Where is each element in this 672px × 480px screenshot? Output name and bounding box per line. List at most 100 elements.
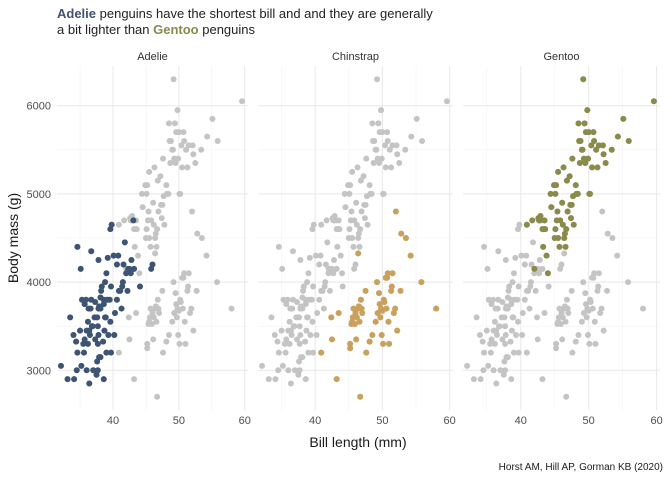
background-point xyxy=(152,250,159,257)
data-point-gentoo xyxy=(581,120,588,127)
data-point-gentoo xyxy=(541,217,548,224)
data-point-adelie xyxy=(118,305,125,312)
background-point xyxy=(203,252,210,259)
data-point-adelie xyxy=(71,376,78,383)
data-point-gentoo xyxy=(566,173,573,180)
data-point-adelie xyxy=(97,305,104,312)
background-point xyxy=(580,309,587,316)
data-point-gentoo xyxy=(585,129,592,136)
background-point xyxy=(504,354,511,361)
background-point xyxy=(526,305,533,312)
data-point-adelie xyxy=(119,283,126,290)
background-point xyxy=(502,323,509,330)
background-point xyxy=(413,115,420,122)
background-point xyxy=(307,332,314,339)
background-point xyxy=(144,340,151,347)
data-point-adelie xyxy=(70,332,77,339)
data-point-adelie xyxy=(86,327,93,334)
background-point xyxy=(545,283,552,290)
background-point xyxy=(285,367,292,374)
data-point-adelie xyxy=(108,349,115,356)
data-point-adelie xyxy=(94,340,101,347)
background-point xyxy=(289,305,296,312)
background-point xyxy=(325,265,332,272)
data-point-gentoo xyxy=(580,76,587,83)
background-point xyxy=(497,367,504,374)
data-point-chinstrap xyxy=(388,283,395,290)
data-point-chinstrap xyxy=(378,332,385,339)
background-point xyxy=(154,393,161,400)
background-point xyxy=(523,252,530,259)
background-point xyxy=(156,309,163,316)
background-point xyxy=(157,173,164,180)
background-point xyxy=(336,226,343,233)
data-point-adelie xyxy=(83,367,90,374)
background-point xyxy=(150,199,157,206)
background-point xyxy=(304,314,311,321)
background-point xyxy=(355,235,362,241)
background-point xyxy=(291,367,298,374)
data-point-gentoo xyxy=(589,164,596,171)
data-point-gentoo xyxy=(544,270,551,277)
background-point xyxy=(516,221,523,228)
background-point xyxy=(584,332,591,339)
background-point xyxy=(300,287,307,294)
data-point-adelie xyxy=(113,296,120,303)
data-point-chinstrap xyxy=(372,318,379,325)
background-point xyxy=(265,376,272,383)
data-point-gentoo xyxy=(555,168,562,175)
background-point xyxy=(561,250,568,257)
background-point xyxy=(527,283,534,290)
background-point xyxy=(384,137,391,144)
background-point xyxy=(185,270,192,277)
background-point xyxy=(559,336,566,343)
data-point-gentoo xyxy=(563,226,570,233)
background-point xyxy=(209,115,216,122)
background-point xyxy=(314,309,321,316)
background-point xyxy=(565,309,572,316)
background-point xyxy=(174,107,181,114)
background-point xyxy=(173,314,180,321)
data-point-chinstrap xyxy=(374,279,381,286)
background-point xyxy=(559,314,566,321)
background-point xyxy=(323,217,330,224)
background-point xyxy=(179,305,186,312)
background-point xyxy=(521,296,528,303)
data-point-gentoo xyxy=(599,142,606,149)
background-point xyxy=(510,314,517,321)
data-point-adelie xyxy=(103,349,110,356)
background-point xyxy=(309,318,316,325)
background-point xyxy=(303,327,310,334)
data-point-gentoo xyxy=(575,120,582,127)
background-point xyxy=(502,332,509,339)
facet-label-chinstrap: Chinstrap xyxy=(332,51,379,63)
background-point xyxy=(337,252,344,259)
data-point-chinstrap xyxy=(383,305,390,312)
background-point xyxy=(509,279,516,286)
data-point-adelie xyxy=(88,248,95,255)
data-point-adelie xyxy=(73,338,80,345)
data-point-adelie xyxy=(98,287,105,294)
background-point xyxy=(361,215,368,222)
background-point xyxy=(512,254,519,261)
background-point xyxy=(589,305,596,312)
background-point xyxy=(321,283,328,290)
background-point xyxy=(193,287,200,294)
data-point-adelie xyxy=(81,336,88,343)
background-point xyxy=(158,215,165,222)
background-point xyxy=(279,362,286,369)
y-tick-label: 3000 xyxy=(27,365,51,377)
background-point xyxy=(562,318,569,325)
background-point xyxy=(508,376,515,383)
background-point xyxy=(480,367,487,374)
background-point xyxy=(575,332,582,339)
data-point-chinstrap xyxy=(328,314,335,321)
background-point xyxy=(583,314,590,321)
background-point xyxy=(558,261,565,268)
background-point xyxy=(515,318,522,325)
background-point xyxy=(214,279,221,286)
data-point-chinstrap xyxy=(356,318,363,325)
background-point xyxy=(527,279,534,286)
x-tick-label: 50 xyxy=(376,415,388,427)
